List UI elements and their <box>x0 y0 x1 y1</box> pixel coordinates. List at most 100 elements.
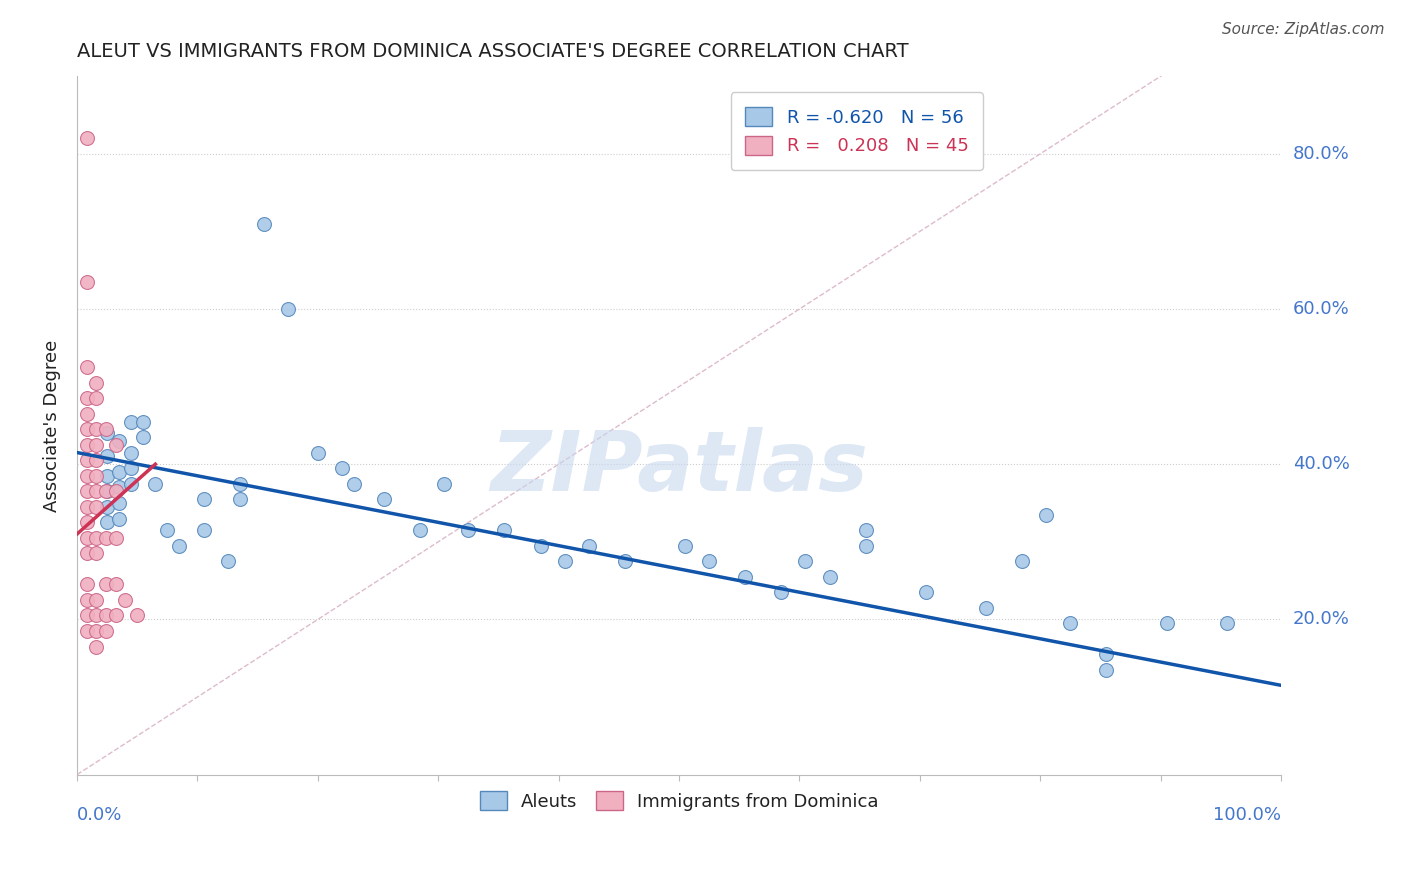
Point <box>277 301 299 316</box>
Point <box>108 434 131 448</box>
Point <box>86 624 108 638</box>
Point <box>86 640 108 654</box>
Point <box>94 531 117 545</box>
Point <box>794 554 817 568</box>
Text: 20.0%: 20.0% <box>1294 610 1350 628</box>
Point <box>613 554 636 568</box>
Point <box>86 438 108 452</box>
Y-axis label: Associate's Degree: Associate's Degree <box>44 339 60 511</box>
Point <box>94 484 117 499</box>
Point <box>120 476 142 491</box>
Point <box>76 593 98 607</box>
Point <box>915 585 938 599</box>
Point <box>104 531 127 545</box>
Point <box>855 539 877 553</box>
Point <box>76 422 98 436</box>
Point <box>108 465 131 479</box>
Point <box>94 608 117 623</box>
Point <box>193 523 215 537</box>
Point <box>1216 616 1239 631</box>
Point <box>76 468 98 483</box>
Text: 80.0%: 80.0% <box>1294 145 1350 163</box>
Point <box>228 476 250 491</box>
Point <box>120 445 142 459</box>
Point <box>228 492 250 507</box>
Point <box>76 131 98 145</box>
Legend: Aleuts, Immigrants from Dominica: Aleuts, Immigrants from Dominica <box>472 783 886 818</box>
Point <box>1095 663 1118 677</box>
Point <box>104 608 127 623</box>
Point <box>217 554 239 568</box>
Point <box>86 484 108 499</box>
Point <box>120 461 142 475</box>
Text: ALEUT VS IMMIGRANTS FROM DOMINICA ASSOCIATE'S DEGREE CORRELATION CHART: ALEUT VS IMMIGRANTS FROM DOMINICA ASSOCI… <box>77 42 908 61</box>
Point <box>433 476 456 491</box>
Point <box>143 476 166 491</box>
Point <box>86 593 108 607</box>
Point <box>253 217 276 231</box>
Text: ZIPatlas: ZIPatlas <box>491 426 868 508</box>
Point <box>76 360 98 375</box>
Point <box>120 415 142 429</box>
Point <box>770 585 793 599</box>
Point <box>108 496 131 510</box>
Point <box>554 554 576 568</box>
Point <box>1156 616 1178 631</box>
Point <box>330 461 353 475</box>
Point <box>673 539 696 553</box>
Point <box>132 415 155 429</box>
Text: 100.0%: 100.0% <box>1213 806 1281 824</box>
Point <box>578 539 600 553</box>
Point <box>96 484 118 499</box>
Point <box>76 531 98 545</box>
Point <box>373 492 395 507</box>
Point <box>86 546 108 560</box>
Text: 60.0%: 60.0% <box>1294 300 1350 318</box>
Point <box>86 468 108 483</box>
Point <box>343 476 366 491</box>
Point <box>104 484 127 499</box>
Point <box>409 523 432 537</box>
Point <box>530 539 553 553</box>
Point <box>94 422 117 436</box>
Point <box>193 492 215 507</box>
Point <box>132 430 155 444</box>
Point <box>494 523 516 537</box>
Point <box>96 450 118 464</box>
Point <box>108 480 131 494</box>
Point <box>855 523 877 537</box>
Point <box>86 391 108 405</box>
Point <box>76 407 98 421</box>
Text: 40.0%: 40.0% <box>1294 455 1350 473</box>
Point <box>76 391 98 405</box>
Point <box>104 577 127 591</box>
Point <box>1095 648 1118 662</box>
Text: Source: ZipAtlas.com: Source: ZipAtlas.com <box>1222 22 1385 37</box>
Point <box>76 484 98 499</box>
Point <box>96 468 118 483</box>
Point <box>86 500 108 514</box>
Point <box>1059 616 1081 631</box>
Point <box>96 426 118 441</box>
Point <box>76 453 98 467</box>
Point <box>1035 508 1057 522</box>
Point <box>94 624 117 638</box>
Point <box>86 453 108 467</box>
Point <box>1011 554 1033 568</box>
Point <box>127 608 149 623</box>
Point <box>76 608 98 623</box>
Point <box>86 608 108 623</box>
Point <box>156 523 179 537</box>
Point <box>307 445 329 459</box>
Point <box>114 593 136 607</box>
Point <box>76 500 98 514</box>
Point <box>76 546 98 560</box>
Point <box>697 554 720 568</box>
Point <box>76 624 98 638</box>
Point <box>974 600 997 615</box>
Point <box>94 577 117 591</box>
Point <box>169 539 191 553</box>
Point <box>76 577 98 591</box>
Point <box>104 438 127 452</box>
Text: 0.0%: 0.0% <box>77 806 122 824</box>
